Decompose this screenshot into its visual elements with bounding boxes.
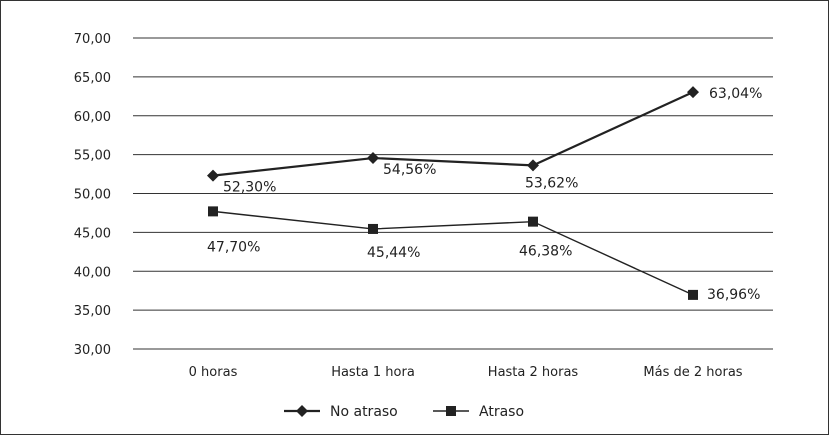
data-point-square	[208, 206, 218, 217]
y-tick-label: 60,00	[74, 110, 111, 125]
series-line-atraso	[212, 210, 694, 296]
data-point-diamond	[527, 159, 539, 172]
legend-marker-diamond	[296, 405, 308, 417]
y-tick-label: 50,00	[74, 188, 111, 203]
data-label: 36,96%	[707, 287, 760, 303]
data-label: 52,30%	[223, 180, 276, 196]
legend-item-atraso: Atraso	[433, 404, 524, 420]
y-tick-label: 55,00	[74, 149, 111, 164]
legend-label: No atraso	[330, 404, 398, 420]
y-tick-label: 65,00	[74, 71, 111, 86]
data-point-diamond	[687, 86, 699, 99]
legend-marker-square	[446, 406, 456, 416]
data-point-square	[688, 289, 698, 300]
y-tick-label: 30,00	[74, 343, 111, 358]
data-label: 45,44%	[367, 245, 420, 261]
legend-label: Atraso	[479, 404, 524, 420]
gridlines	[133, 37, 773, 350]
y-tick-label: 45,00	[74, 226, 111, 241]
data-label: 53,62%	[525, 175, 578, 191]
y-axis-ticks: 30,00 35,00 40,00 45,00 50,00 55,00 60,00 65,00…	[74, 32, 111, 358]
x-axis-ticks: 0 horas Hasta 1 hora Hasta 2 horas Más de 2…	[189, 365, 743, 380]
series-lines	[212, 91, 694, 296]
x-tick-label: Hasta 2 horas	[488, 365, 579, 380]
series-markers	[207, 86, 699, 300]
data-point-diamond	[207, 169, 219, 182]
x-tick-label: Más de 2 horas	[643, 365, 742, 380]
y-tick-label: 70,00	[74, 32, 111, 47]
legend: No atraso Atraso	[284, 404, 524, 420]
data-point-square	[368, 223, 378, 234]
data-label: 47,70%	[207, 239, 260, 255]
data-label: 54,56%	[383, 162, 436, 178]
data-point-diamond	[367, 152, 379, 165]
legend-item-no-atraso: No atraso	[284, 404, 398, 420]
x-tick-label: 0 horas	[189, 365, 238, 380]
data-label: 46,38%	[519, 244, 572, 260]
data-label: 63,04%	[709, 86, 762, 102]
y-tick-label: 35,00	[74, 304, 111, 319]
data-labels: 52,30% 54,56% 53,62% 63,04% 47,70% 45,44% 46,3…	[207, 86, 762, 303]
x-tick-label: Hasta 1 hora	[331, 365, 415, 380]
y-tick-label: 40,00	[74, 265, 111, 280]
data-point-square	[528, 216, 538, 227]
series-line-no-atraso	[212, 91, 694, 177]
